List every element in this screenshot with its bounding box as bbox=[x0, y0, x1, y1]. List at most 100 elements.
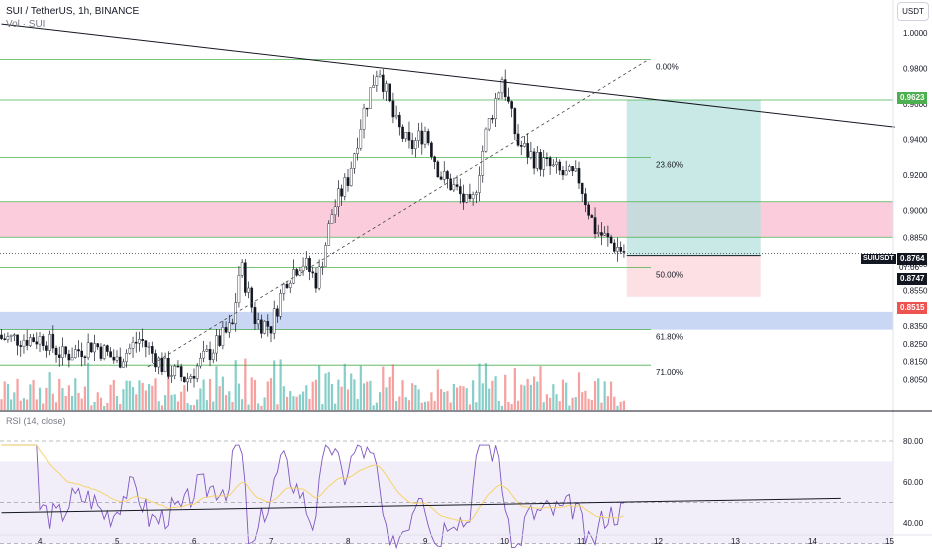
candle-body bbox=[558, 161, 562, 171]
volume-bar bbox=[279, 359, 282, 410]
candle-body bbox=[202, 350, 205, 359]
candle-body bbox=[218, 335, 221, 346]
candle-body bbox=[529, 151, 533, 158]
candle-body bbox=[77, 349, 80, 352]
rsi-tick: 60.00 bbox=[903, 478, 924, 487]
candle-body bbox=[102, 345, 106, 359]
volume-indicator-label: Vol · SUI bbox=[6, 19, 46, 30]
volume-bar bbox=[356, 399, 359, 410]
candle-body bbox=[484, 128, 488, 152]
candle-body bbox=[526, 143, 529, 158]
volume-bar bbox=[529, 384, 532, 410]
candle-body bbox=[16, 334, 19, 346]
candle-body bbox=[404, 132, 408, 139]
volume-bar bbox=[224, 395, 228, 410]
volume-bar bbox=[565, 382, 568, 410]
volume-bar bbox=[372, 405, 375, 410]
volume-bar bbox=[228, 391, 231, 410]
price-tick: 0.8150 bbox=[903, 358, 928, 367]
candle-body bbox=[346, 177, 350, 186]
time-tick: 9 bbox=[423, 537, 428, 546]
volume-bar bbox=[497, 400, 500, 410]
candle-body bbox=[330, 214, 334, 224]
candle-body bbox=[45, 345, 48, 351]
candle-body bbox=[67, 353, 71, 361]
candle-body bbox=[29, 337, 32, 346]
volume-bar bbox=[231, 402, 234, 410]
volume-bar bbox=[0, 399, 3, 410]
candle-body bbox=[64, 346, 67, 355]
candle-body bbox=[179, 366, 183, 378]
candle-body bbox=[6, 336, 10, 340]
candle-body bbox=[321, 266, 324, 268]
candle-body bbox=[0, 334, 3, 339]
volume-bar bbox=[16, 378, 19, 410]
volume-bar bbox=[613, 396, 616, 410]
candle-body bbox=[244, 262, 247, 293]
price-tick: 0.8250 bbox=[903, 340, 928, 349]
target-price-label: 0.9623 bbox=[897, 92, 928, 104]
volume-bar bbox=[398, 396, 401, 410]
candle-body bbox=[497, 92, 501, 99]
volume-bar bbox=[295, 396, 298, 410]
price-tick: 0.9600 bbox=[903, 100, 928, 109]
volume-bar bbox=[109, 384, 112, 410]
volume-bar bbox=[125, 380, 128, 410]
candle-body bbox=[327, 223, 331, 246]
candle-body bbox=[186, 378, 189, 383]
candle-body bbox=[160, 357, 164, 372]
candle-body bbox=[205, 349, 209, 352]
candle-body bbox=[288, 282, 292, 288]
candle-body bbox=[54, 347, 58, 356]
candle-body bbox=[86, 342, 90, 358]
volume-bar bbox=[74, 378, 77, 410]
candle-body bbox=[147, 346, 151, 348]
candle-body bbox=[163, 357, 167, 372]
candle-body bbox=[269, 326, 273, 334]
currency-button[interactable]: USDT bbox=[897, 2, 929, 21]
candle-body bbox=[80, 350, 84, 357]
volume-bar bbox=[35, 399, 38, 410]
candle-body bbox=[487, 118, 491, 130]
candle-body bbox=[606, 233, 610, 238]
candle-body bbox=[365, 107, 369, 110]
volume-bar bbox=[64, 395, 67, 410]
volume-bar bbox=[42, 403, 45, 410]
price-tick: 0.9800 bbox=[903, 65, 928, 74]
volume-bar bbox=[520, 384, 523, 410]
candle-body bbox=[391, 100, 395, 118]
volume-bar bbox=[382, 366, 385, 410]
volume-bar bbox=[119, 404, 122, 410]
volume-bar bbox=[395, 401, 398, 410]
volume-bar bbox=[144, 390, 147, 410]
candle-body bbox=[471, 194, 475, 199]
candle-body bbox=[32, 337, 35, 342]
volume-bar bbox=[305, 385, 308, 410]
volume-bar bbox=[484, 363, 488, 410]
candle-body bbox=[385, 83, 388, 92]
volume-bar bbox=[218, 386, 221, 410]
candle-body bbox=[118, 356, 122, 368]
volume-bar bbox=[334, 403, 337, 410]
volume-bar bbox=[462, 386, 465, 410]
candle-body bbox=[433, 156, 436, 163]
candle-body bbox=[394, 114, 398, 118]
candle-body bbox=[221, 327, 225, 346]
volume-bar bbox=[26, 399, 29, 410]
volume-bar bbox=[83, 386, 87, 410]
candle-body bbox=[503, 79, 507, 98]
candle-body bbox=[523, 143, 526, 147]
candle-body bbox=[90, 342, 93, 353]
rsi-tick: 40.00 bbox=[903, 519, 924, 528]
volume-bar bbox=[154, 378, 157, 410]
candle-body bbox=[381, 74, 385, 92]
volume-bar bbox=[250, 377, 253, 410]
candle-body bbox=[83, 356, 87, 358]
volume-bar bbox=[343, 363, 346, 410]
volume-bar bbox=[443, 391, 446, 410]
volume-bar bbox=[385, 387, 388, 410]
candle-body bbox=[9, 334, 13, 337]
candle-body bbox=[208, 349, 212, 360]
time-tick: 12 bbox=[654, 537, 663, 546]
